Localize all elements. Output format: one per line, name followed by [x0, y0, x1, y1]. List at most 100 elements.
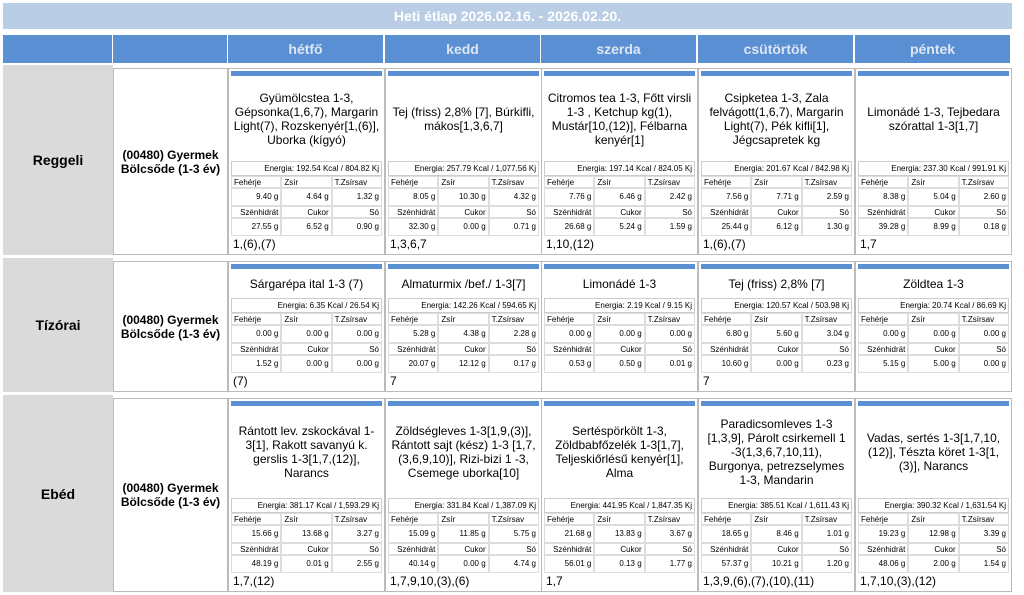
nutrient-label: T.Zsírsav	[801, 176, 852, 189]
nutrient-label: Fehérje	[858, 513, 909, 526]
nutrient-value: 9.40 g	[231, 187, 282, 206]
nutrient-label: Zsír	[594, 513, 645, 526]
nutrient-label: Szénhidrát	[231, 206, 282, 219]
nutrient-value: 1.20 g	[801, 554, 852, 573]
nutrient-value: 0.00 g	[281, 354, 332, 373]
day-header: péntek	[855, 35, 1011, 63]
dish: Sárgarépa ital 1-3 (7)	[249, 276, 364, 291]
nutrient-value: 0.00 g	[544, 324, 595, 343]
nutrient-value: 1.01 g	[801, 524, 852, 543]
nutrient-label: T.Zsírsav	[488, 176, 539, 189]
nutrient-label: Cukor	[908, 543, 959, 556]
nutrient-label: Fehérje	[231, 313, 282, 326]
nutrient-value: 48.06 g	[858, 554, 909, 573]
nutrient-value: 0.00 g	[438, 217, 489, 236]
nutrient-value: 1.32 g	[331, 187, 382, 206]
nutrient-values: 8.05 g 10.30 g 4.32 g	[388, 187, 539, 206]
nutrient-value: 2.42 g	[644, 187, 695, 206]
nutrient-label: Fehérje	[388, 313, 439, 326]
nutrient-label: Szénhidrát	[544, 343, 595, 356]
nutrient-label: T.Zsírsav	[958, 176, 1009, 189]
nutrient-value: 5.28 g	[388, 324, 439, 343]
nutrient-values: 27.55 g 6.52 g 0.90 g	[231, 217, 382, 236]
day-cell: Zöldségleves 1-3[1,9,(3)], Rántott sajt …	[385, 398, 542, 592]
allergens: 1,(6),(7)	[233, 237, 276, 251]
allergens: 1,(6),(7)	[703, 237, 746, 251]
nutrient-value: 27.55 g	[231, 217, 282, 236]
nutrient-value: 2.28 g	[488, 324, 539, 343]
nutrient-value: 7.76 g	[544, 187, 595, 206]
nutrient-label: Só	[958, 206, 1009, 219]
day-cell: Gyümölcstea 1-3, Gépsonka(1,6,7), Margar…	[228, 68, 385, 255]
nutrient-value: 10.30 g	[438, 187, 489, 206]
nutrient-label: Fehérje	[701, 513, 752, 526]
nutrient-label: Szénhidrát	[388, 543, 439, 556]
nutrient-values: 15.66 g 13.68 g 3.27 g	[231, 524, 382, 543]
day-cell: Sárgarépa ital 1-3 (7) Energia: 6.35 Kcal…	[228, 261, 385, 392]
nutrient-values: 40.14 g 0.00 g 4.74 g	[388, 554, 539, 573]
nutrient-values: 48.06 g 2.00 g 1.54 g	[858, 554, 1009, 573]
day-cell: Csipketea 1-3, Zala felvágott(1,6,7), Ma…	[698, 68, 855, 255]
title: Heti étlap 2026.02.16. - 2026.02.20.	[3, 3, 1012, 29]
nutrient-value: 5.04 g	[908, 187, 959, 206]
cell-bar	[231, 401, 382, 406]
nutrient-value: 8.99 g	[908, 217, 959, 236]
nutrient-value: 11.85 g	[438, 524, 489, 543]
nutrient-label: T.Zsírsav	[488, 513, 539, 526]
nutrition-table: Energia: 331.84 Kcal / 1,387.09 Kj Fehérj…	[388, 498, 539, 573]
energy: Energia: 331.84 Kcal / 1,387.09 Kj	[388, 498, 539, 513]
nutrient-labels: Fehérje Zsír T.Zsírsav	[858, 513, 1009, 526]
nutrient-label: Só	[488, 206, 539, 219]
nutrient-value: 3.67 g	[644, 524, 695, 543]
nutrition-table: Energia: 441.95 Kcal / 1,847.35 Kj Fehérj…	[544, 498, 695, 573]
allergens: 1,7,(12)	[233, 574, 275, 588]
day-header: szerda	[541, 35, 697, 63]
nutrient-labels: Szénhidrát Cukor Só	[231, 343, 382, 356]
energy: Energia: 192.54 Kcal / 804.82 Kj	[231, 161, 382, 176]
nutrient-value: 6.12 g	[751, 217, 802, 236]
nutrient-labels: Fehérje Zsír T.Zsírsav	[858, 176, 1009, 189]
nutrient-value: 0.00 g	[331, 324, 382, 343]
nutrition-table: Energia: 120.57 Kcal / 503.98 Kj Fehérje Z…	[701, 298, 852, 373]
nutrient-value: 0.71 g	[488, 217, 539, 236]
allergens: 1,7	[546, 574, 563, 588]
nutrient-value: 8.05 g	[388, 187, 439, 206]
nutrient-label: Só	[488, 543, 539, 556]
nutrient-label: Só	[331, 206, 382, 219]
nutrient-value: 0.90 g	[331, 217, 382, 236]
nutrient-value: 0.23 g	[801, 354, 852, 373]
day-cell: Tej (friss) 2,8% [7] Energia: 120.57 Kcal…	[698, 261, 855, 392]
nutrition-table: Energia: 192.54 Kcal / 804.82 Kj Fehérje Z…	[231, 161, 382, 236]
nutrient-label: Só	[331, 343, 382, 356]
nutrient-values: 6.80 g 5.60 g 3.04 g	[701, 324, 852, 343]
nutrition-table: Energia: 6.35 Kcal / 26.54 Kj Fehérje Zsír…	[231, 298, 382, 373]
nutrient-label: Cukor	[438, 543, 489, 556]
dish: Sertéspörkölt 1-3, Zöldbabfőzelék 1-3[1,…	[555, 424, 684, 480]
nutrient-labels: Szénhidrát Cukor Só	[231, 543, 382, 556]
nutrient-labels: Fehérje Zsír T.Zsírsav	[858, 313, 1009, 326]
nutrient-label: T.Zsírsav	[331, 176, 382, 189]
energy: Energia: 381.17 Kcal / 1,593.29 Kj	[231, 498, 382, 513]
nutrient-label: Cukor	[438, 343, 489, 356]
allergens: 7	[703, 374, 710, 388]
nutrient-labels: Fehérje Zsír T.Zsírsav	[388, 513, 539, 526]
cell-bar	[701, 71, 852, 76]
nutrient-labels: Szénhidrát Cukor Só	[544, 343, 695, 356]
nutrient-value: 19.23 g	[858, 524, 909, 543]
cell-bar	[544, 264, 695, 269]
nutrient-label: Só	[488, 343, 539, 356]
nutrient-value: 0.00 g	[958, 324, 1009, 343]
energy: Energia: 120.57 Kcal / 503.98 Kj	[701, 298, 852, 313]
nutrition-table: Energia: 390.32 Kcal / 1,631.54 Kj Fehérj…	[858, 498, 1009, 573]
day-cell: Tej (friss) 2,8% [7], Búrkifli, mákos[1,…	[385, 68, 542, 255]
cell-bar	[701, 264, 852, 269]
nutrient-label: Szénhidrát	[388, 206, 439, 219]
nutrient-label: Cukor	[908, 206, 959, 219]
nutrient-label: Zsír	[751, 313, 802, 326]
nutrient-label: Só	[801, 206, 852, 219]
nutrient-value: 20.07 g	[388, 354, 439, 373]
nutrient-values: 57.37 g 10.21 g 1.20 g	[701, 554, 852, 573]
dish: Vadas, sertés 1-3[1,7,10, (12)], Tészta …	[866, 431, 1001, 473]
nutrition-table: Energia: 197.14 Kcal / 824.05 Kj Fehérje Z…	[544, 161, 695, 236]
